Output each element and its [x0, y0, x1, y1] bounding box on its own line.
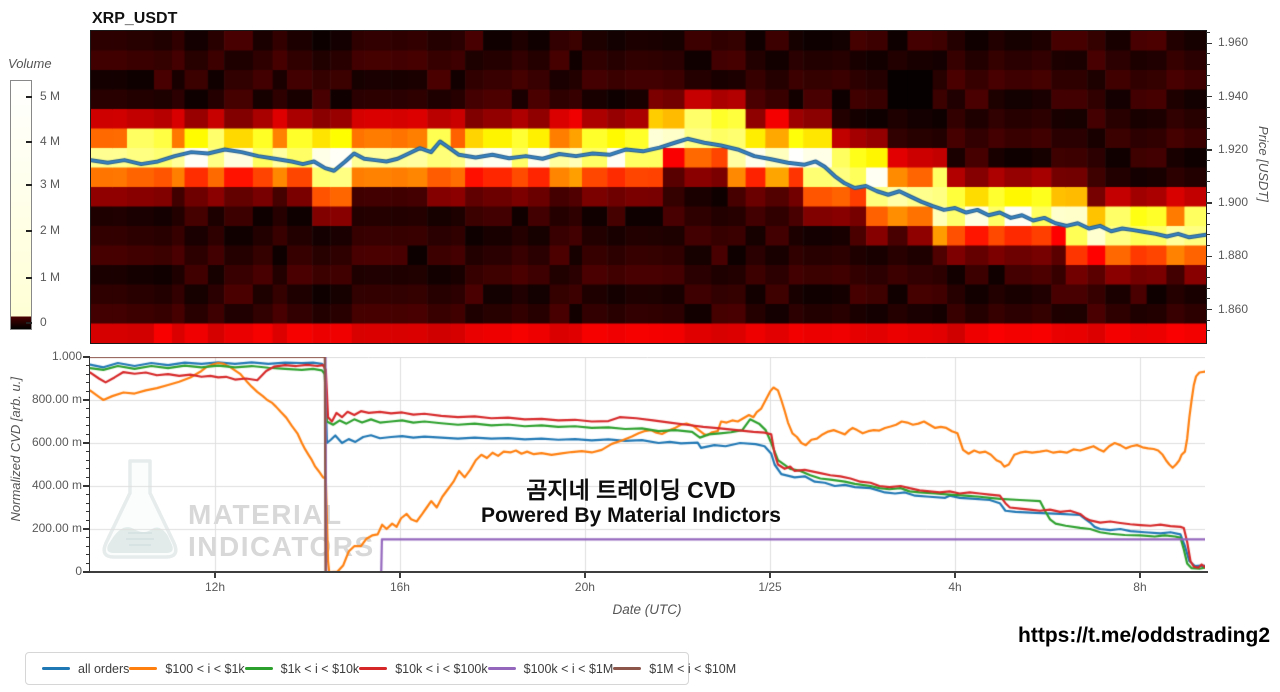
legend: all orders $100 < i < $1k $1k < i < $10k $1… — [25, 652, 736, 685]
cvd-axis-tick-label: 600.00 m — [31, 435, 82, 449]
x-axis-line — [88, 570, 1208, 573]
price-axis-title: Price [USDT] — [1256, 126, 1271, 202]
price-axis-tick-label: 1.940 — [1218, 88, 1249, 103]
legend-item: all orders — [42, 662, 129, 676]
colorbar-tick-label: 2 M — [40, 223, 61, 237]
price-axis-tick-label: 1.880 — [1218, 248, 1249, 263]
x-axis-tick-label: 16h — [389, 580, 410, 594]
legend-label: $100k < i < $1M — [523, 661, 614, 676]
legend-item: $1M < i < $10M — [613, 662, 736, 676]
cvd-axis-tick-label: 1.000 — [51, 349, 82, 363]
x-axis-tick — [1139, 573, 1141, 578]
volume-heatmap-canvas — [90, 30, 1207, 344]
x-axis-tick — [399, 573, 401, 578]
legend-swatch-icon — [613, 667, 642, 670]
x-axis-tick-label: 8h — [1133, 580, 1147, 594]
legend-swatch-icon — [487, 667, 516, 670]
colorbar-tick-label: 4 M — [40, 134, 61, 148]
x-axis-tick — [954, 573, 956, 578]
legend-item: $100 < i < $1k — [129, 661, 245, 676]
x-axis-tick — [214, 573, 216, 578]
volume-colorbar — [10, 80, 32, 330]
legend-swatch-icon — [359, 667, 388, 670]
price-axis-tick-label: 1.920 — [1218, 141, 1249, 156]
legend-item: $1k < i < $10k — [244, 661, 360, 676]
colorbar-tick-label: 1 M — [40, 270, 61, 284]
legend-swatch-icon — [42, 667, 70, 670]
colorbar-title: Volume — [8, 56, 52, 71]
x-axis-tick-label: 20h — [574, 580, 595, 594]
cvd-axis-title: Normalized CVD [arb. u.] — [8, 377, 23, 522]
legend-swatch-icon — [244, 667, 273, 670]
x-axis-tick — [769, 573, 771, 578]
overlay-title: 곰지네 트레이딩 CVD — [526, 477, 736, 503]
cvd-left-spine — [88, 357, 91, 572]
legend-label: $1M < i < $10M — [649, 661, 737, 676]
x-axis-title: Date (UTC) — [612, 602, 682, 617]
cvd-chart-canvas — [90, 357, 1205, 572]
colorbar-tick-label: 0 — [40, 315, 47, 329]
price-axis-tick-label: 1.860 — [1218, 301, 1249, 316]
x-axis-tick-label: 12h — [204, 580, 225, 594]
x-axis-tick — [584, 573, 586, 578]
x-axis-tick-label: 4h — [948, 580, 962, 594]
legend-label: $100 < i < $1k — [165, 661, 245, 676]
cvd-axis-tick-label: 200.00 m — [31, 521, 82, 535]
price-axis-tick-label: 1.960 — [1218, 35, 1249, 50]
colorbar-tick-label: 5 M — [40, 89, 61, 103]
cvd-axis-tick-label: 400.00 m — [31, 478, 82, 492]
legend-item: $100k < i < $1M — [487, 661, 614, 676]
colorbar-tick-label: 3 M — [40, 177, 61, 191]
legend-swatch-icon — [129, 667, 158, 670]
price-axis-tick-label: 1.900 — [1218, 195, 1249, 210]
legend-item: $10k < i < $100k — [359, 661, 488, 676]
cvd-axis-tick-label: 800.00 m — [31, 392, 82, 406]
telegram-url: https://t.me/oddstrading2 — [1018, 624, 1270, 647]
cvd-axis-tick-label: 0 — [75, 564, 82, 578]
overlay-subtitle: Powered By Material Indictors — [481, 504, 781, 527]
legend-label: $1k < i < $10k — [280, 661, 360, 676]
page-title: XRP_USDT — [92, 10, 178, 27]
legend-label: $10k < i < $100k — [395, 661, 488, 676]
legend-label: all orders — [78, 661, 130, 676]
x-axis-tick-label: 1/25 — [758, 580, 782, 594]
